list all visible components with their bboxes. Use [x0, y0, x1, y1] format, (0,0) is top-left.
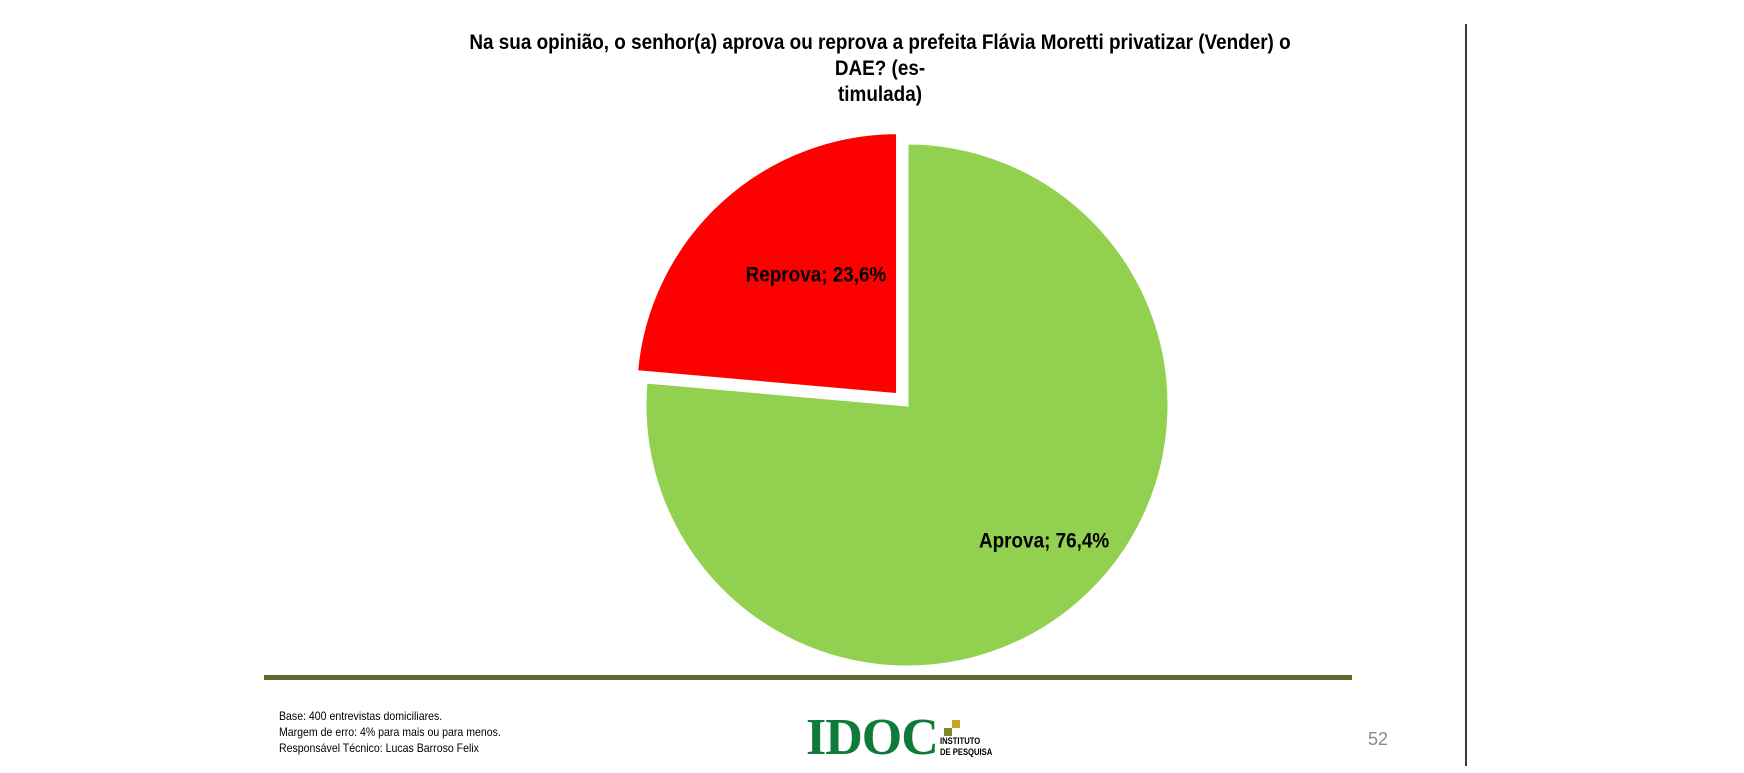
pie-label-reprova: Reprova; 23,6% — [746, 264, 887, 287]
chart-title-line-1: Na sua opinião, o senhor(a) aprova ou re… — [469, 31, 1291, 80]
footer-note-responsible: Responsável Técnico: Lucas Barroso Felix — [279, 741, 479, 755]
footer-note-base: Base: 400 entrevistas domiciliares. — [279, 709, 443, 723]
page-number: 52 — [1368, 729, 1389, 749]
footer-divider — [264, 675, 1352, 680]
logo-subtitle: INSTITUTO DE PESQUISA — [940, 736, 992, 758]
pie-label-aprova: Aprova; 76,4% — [979, 530, 1109, 553]
pie-slice-aprova — [643, 141, 1171, 669]
logo-wordmark: IDOC — [806, 709, 939, 766]
logo-squares-icon — [944, 720, 960, 736]
chart-title: Na sua opinião, o senhor(a) aprova ou re… — [466, 30, 1294, 108]
pie-slice-reprova — [634, 131, 900, 397]
logo-subtitle-line-2: DE PESQUISA — [940, 747, 993, 757]
footer-notes: Base: 400 entrevistas domiciliares. Marg… — [279, 708, 501, 756]
chart-title-line-2: timulada) — [837, 83, 923, 106]
idoc-logo: IDOC INSTITUTO DE PESQUISA — [806, 709, 992, 766]
vertical-divider — [1465, 24, 1467, 766]
logo-subtitle-line-1: INSTITUTO — [940, 736, 981, 746]
footer-note-margin: Margem de erro: 4% para mais ou para men… — [279, 725, 501, 739]
